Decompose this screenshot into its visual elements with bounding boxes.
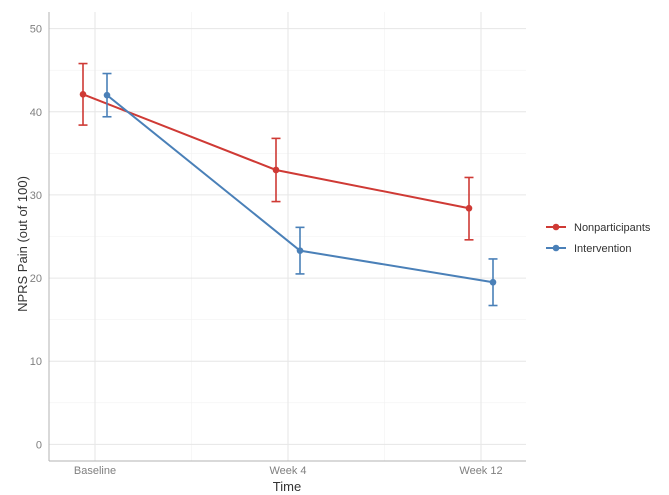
legend-label-intervention: Intervention (574, 243, 631, 255)
x-tick-label: Week 4 (269, 465, 306, 477)
y-tick-label: 30 (30, 190, 42, 202)
x-tick-label: Week 12 (459, 465, 502, 477)
legend-label-nonparticipants: Nonparticipants (574, 222, 651, 234)
x-axis-title: Time (273, 479, 301, 494)
x-tick-label: Baseline (74, 465, 116, 477)
y-tick-label: 40 (30, 107, 42, 119)
data-point-intervention (489, 278, 497, 286)
series-layer (78, 62, 498, 307)
data-point-intervention (296, 247, 304, 254)
data-point-nonparticipants (465, 204, 473, 212)
legend-key-point-nonparticipants (552, 223, 560, 231)
y-tick-label: 10 (30, 356, 42, 368)
axis-layer: 0 10 20 30 40 50 Baseline Week 4 Week 12 (30, 12, 526, 477)
data-point-nonparticipants (272, 166, 280, 174)
grid-layer (49, 12, 526, 461)
legend-layer: Nonparticipants Intervention (546, 222, 651, 255)
data-point-nonparticipants (79, 91, 87, 98)
y-tick-label: 20 (30, 273, 42, 285)
legend-key-point-intervention (552, 244, 560, 252)
y-axis-title: NPRS Pain (out of 100) (15, 176, 30, 312)
y-tick-label: 0 (36, 439, 42, 451)
data-point-intervention (103, 91, 111, 99)
y-tick-label: 50 (30, 24, 42, 36)
